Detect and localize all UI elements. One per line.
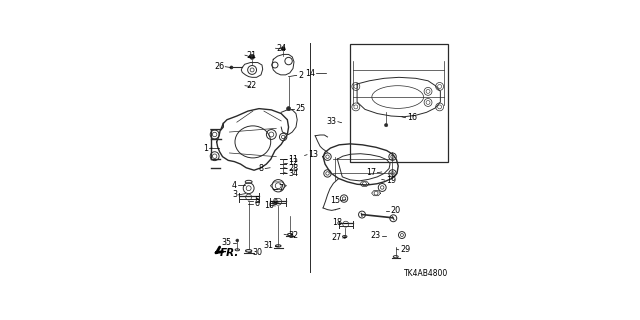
Text: 26: 26: [214, 62, 224, 71]
Text: 34: 34: [289, 169, 299, 178]
Text: 22: 22: [246, 81, 257, 90]
Text: 12: 12: [289, 158, 299, 167]
Text: 29: 29: [400, 245, 410, 254]
Text: 21: 21: [246, 51, 257, 60]
Text: 9: 9: [273, 198, 278, 207]
Text: 15: 15: [330, 196, 340, 205]
Text: 27: 27: [332, 234, 342, 243]
Text: 10: 10: [264, 202, 274, 211]
Text: 18: 18: [332, 218, 342, 227]
Text: 17: 17: [366, 168, 376, 177]
Text: 33: 33: [326, 117, 337, 126]
Text: 14: 14: [305, 69, 315, 78]
Text: TK4AB4800: TK4AB4800: [404, 269, 448, 278]
Text: 24: 24: [276, 44, 287, 53]
Text: 30: 30: [252, 248, 262, 257]
Circle shape: [385, 124, 388, 127]
Text: 31: 31: [263, 241, 273, 250]
Text: 2: 2: [298, 71, 303, 80]
Circle shape: [236, 239, 239, 242]
Bar: [349, 44, 448, 162]
Text: 23: 23: [371, 231, 381, 240]
Text: 7: 7: [278, 184, 284, 193]
Circle shape: [230, 66, 233, 69]
Circle shape: [250, 54, 255, 59]
Text: 8: 8: [259, 164, 264, 173]
Text: 16: 16: [407, 113, 417, 122]
Text: 1: 1: [203, 144, 208, 153]
Text: 11: 11: [289, 155, 299, 164]
Circle shape: [287, 107, 291, 111]
Text: 25: 25: [296, 104, 306, 113]
Text: 3: 3: [232, 190, 237, 199]
Text: 13: 13: [308, 150, 318, 159]
Text: 6: 6: [254, 199, 259, 209]
Text: 20: 20: [390, 206, 400, 215]
Circle shape: [344, 236, 346, 238]
Text: 35: 35: [221, 238, 232, 247]
Text: 19: 19: [386, 176, 396, 185]
Text: 32: 32: [289, 230, 299, 240]
Circle shape: [281, 47, 285, 51]
Text: 4: 4: [232, 180, 237, 189]
Text: 28: 28: [289, 164, 299, 173]
Text: 5: 5: [254, 196, 259, 205]
Text: FR.: FR.: [220, 248, 239, 258]
